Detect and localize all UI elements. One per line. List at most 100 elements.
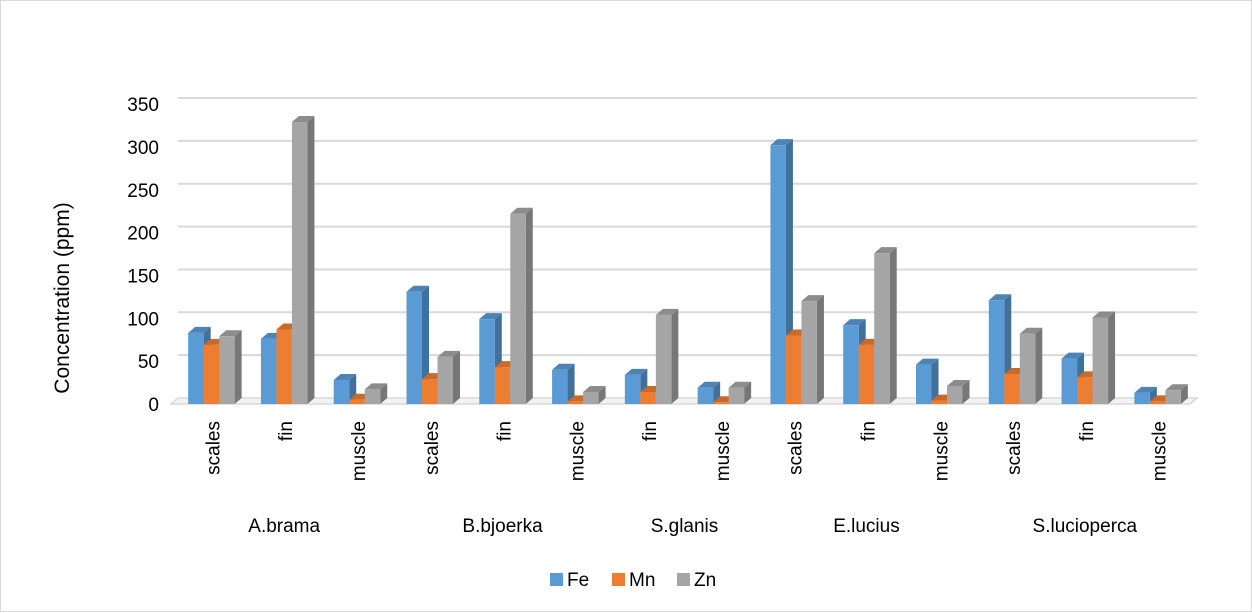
bar-side (816, 295, 824, 404)
legend-swatch (677, 573, 690, 586)
bar-front (479, 319, 495, 404)
bar-front (1092, 317, 1109, 404)
group-label: B.bjoerka (462, 516, 543, 537)
bar-front (655, 314, 672, 404)
bar-top (801, 295, 824, 302)
x-tick-label: fin (640, 421, 661, 441)
bar-top (364, 383, 388, 390)
bar-front (697, 387, 714, 404)
bar-front (364, 389, 381, 404)
bar-fe (333, 374, 357, 404)
bar-front (552, 369, 568, 404)
bar-front (640, 392, 656, 404)
bar-top (291, 116, 315, 123)
x-tick-label: fin (495, 421, 516, 441)
bar-top (655, 308, 679, 315)
bar-top (728, 381, 752, 388)
bar-side (1035, 327, 1043, 404)
x-tick-label: fin (276, 421, 297, 441)
y-axis-ticks: 0 50 100 150 200 250 300 350 (127, 95, 159, 416)
bar-side (453, 350, 460, 404)
bar-top (874, 247, 897, 254)
bar-front (1004, 374, 1020, 404)
group-label: S.glanis (651, 516, 719, 537)
bar-front (406, 291, 422, 404)
bar-top (1165, 384, 1188, 391)
chart-floor (168, 397, 1200, 405)
bar-front (713, 402, 729, 404)
bar-front (437, 356, 453, 404)
bar-front (510, 213, 526, 404)
bar-side (567, 363, 575, 404)
bar-front (333, 380, 350, 404)
bar-top (770, 139, 793, 146)
bar-fe (1134, 386, 1157, 404)
bar-front (260, 338, 277, 404)
bar-zn (364, 383, 388, 404)
bar-top (843, 319, 866, 326)
bar-front (494, 367, 511, 404)
x-tick-label: muscle (1150, 421, 1171, 481)
legend-label: Mn (629, 570, 655, 591)
bar-top (916, 358, 939, 365)
bar-top (333, 374, 357, 381)
bar-side (234, 330, 242, 404)
bar-front (988, 300, 1005, 404)
y-axis-title: Concentration (ppm) (51, 202, 74, 393)
bar-fe (697, 381, 721, 404)
bar-front (219, 336, 235, 404)
bar-side (931, 358, 939, 404)
bar-top (188, 326, 211, 333)
bar-top (219, 330, 242, 337)
bar-side (671, 308, 679, 404)
legend-item-mn: Mn (612, 570, 655, 591)
bar-front (1134, 392, 1150, 404)
x-tick-label: scales (203, 421, 224, 475)
bar-front (931, 400, 947, 404)
x-tick-label: scales (786, 421, 807, 475)
bar-side (525, 207, 533, 404)
bar-front (188, 332, 204, 404)
bar-side (307, 116, 315, 404)
x-tick-label: muscle (567, 421, 588, 481)
bar-fe (406, 285, 429, 404)
bar-front (728, 387, 745, 404)
bar-front (1061, 358, 1078, 404)
y-tick-label: 350 (127, 95, 159, 116)
bar-zn (510, 207, 533, 404)
legend-item-fe: Fe (550, 570, 589, 591)
bar-fe (552, 363, 575, 404)
x-axis-ticks: scales fin muscle scales fin muscle fin muscle s… (203, 421, 1170, 481)
bar-side (1108, 311, 1116, 404)
bar-top (510, 207, 533, 214)
bar-front (785, 335, 802, 404)
legend-label: Fe (567, 570, 589, 591)
bar-front (843, 325, 859, 404)
bars (188, 116, 1188, 404)
group-label: A.brama (248, 516, 320, 537)
legend: Fe Mn Zn (550, 570, 716, 591)
bar-zn (291, 116, 315, 404)
bar-zn (947, 380, 970, 404)
bar-front (349, 399, 365, 404)
x-tick-label: fin (1077, 421, 1098, 441)
bar-top (1134, 386, 1157, 393)
bar-front (874, 253, 890, 404)
legend-label: Zn (694, 570, 716, 591)
bar-fe (916, 358, 939, 404)
group-label: S.lucioperca (1033, 516, 1138, 537)
group-label: E.lucius (833, 516, 900, 537)
bar-top (947, 380, 970, 387)
bar-side (744, 381, 752, 404)
legend-item-zn: Zn (677, 570, 716, 591)
bar-zn (1165, 384, 1188, 404)
bar-front (916, 364, 932, 404)
bar-zn (583, 386, 606, 404)
y-tick-label: 250 (127, 181, 159, 202)
floor (168, 397, 1200, 405)
x-tick-label: scales (422, 421, 443, 475)
y-tick-label: 100 (127, 309, 159, 330)
legend-swatch (612, 573, 625, 586)
bar-front (1019, 333, 1036, 404)
